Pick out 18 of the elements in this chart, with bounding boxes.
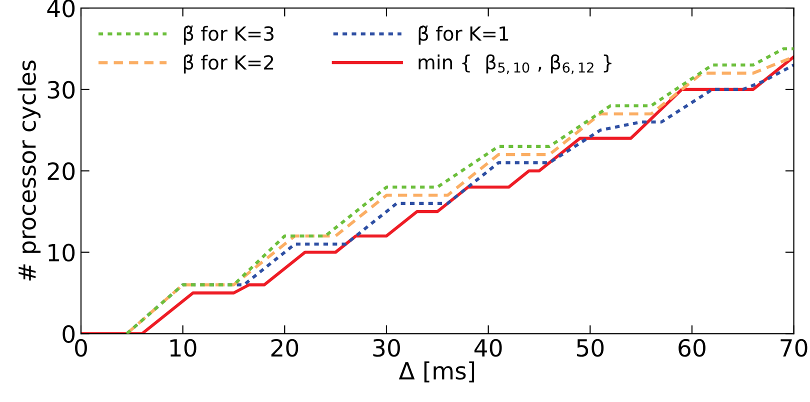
x-tick-label: 20 (271, 338, 298, 357)
x-tick-label: 70 (780, 338, 808, 357)
legend-label: β̃ for K=3 (184, 26, 274, 45)
legend-label: β̃ for K=2 (184, 54, 274, 74)
y-tick-label: 0 (62, 325, 75, 343)
x-tick-label: 10 (170, 338, 196, 357)
y-tick-label: 10 (48, 244, 75, 262)
x-tick-label: 0 (75, 338, 87, 357)
legend-label: β̃ for K=1 (418, 26, 508, 45)
x-tick-label: 40 (474, 338, 502, 357)
x-axis-title: Δ [ms] (398, 361, 474, 382)
x-tick-label: 50 (576, 338, 604, 357)
legend-label: min { β$_{5,10}$ , β$_{6,12}$ } (418, 54, 612, 74)
x-tick-label: 30 (373, 338, 400, 357)
y-axis-title: # processor cycles (18, 60, 41, 281)
y-tick-label: 30 (48, 80, 75, 99)
y-tick-label: 20 (48, 162, 75, 180)
x-tick-label: 60 (678, 338, 706, 357)
